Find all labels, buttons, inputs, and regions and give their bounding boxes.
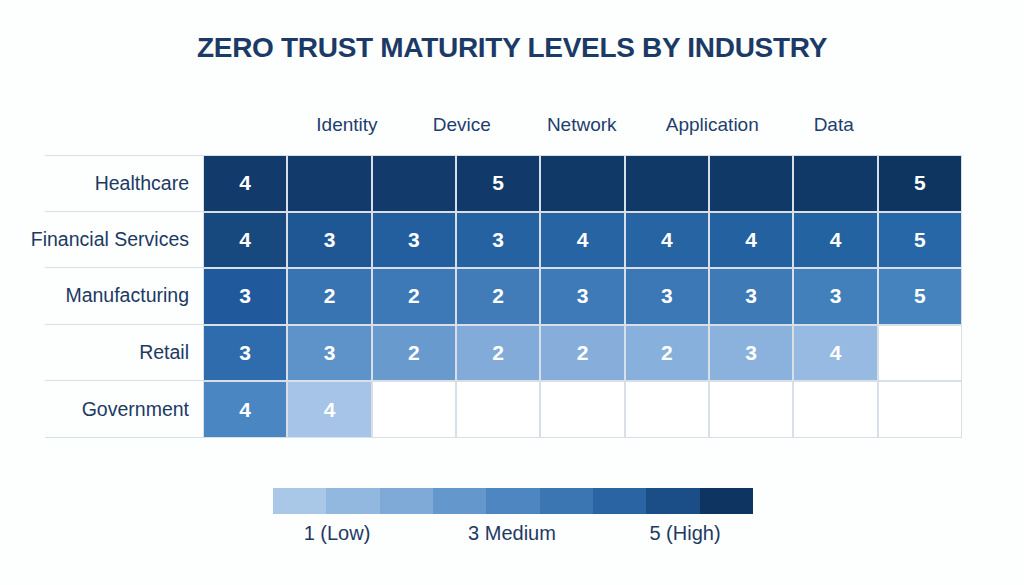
heatmap-cell: 4 [793,212,877,269]
row-labels: Healthcare Financial Services Manufactur… [45,155,203,438]
heatmap-cell: 3 [372,212,456,269]
column-header-network: Network [547,114,617,136]
heatmap-cell: 3 [287,325,371,382]
heatmap-cell: 4 [540,212,624,269]
heatmap-cell: 2 [456,268,540,325]
heatmap-cell: 5 [456,155,540,212]
heatmap-cell: 4 [793,325,877,382]
heatmap-cell: 4 [203,212,287,269]
heatmap-cell: 2 [372,325,456,382]
heatmap-cell [540,381,624,438]
heatmap-cell [793,155,877,212]
column-header-identity: Identity [316,114,377,136]
heatmap-cell: 4 [287,381,371,438]
legend-gradient-segment [326,488,379,514]
heatmap-cell [287,155,371,212]
heatmap-cell [372,381,456,438]
row-label-healthcare: Healthcare [45,155,203,212]
heatmap-cell: 4 [709,212,793,269]
heatmap-cell: 3 [625,268,709,325]
column-header-data: Data [814,114,854,136]
legend-label-low: 1 (Low) [304,522,371,545]
heatmap-cell: 2 [540,325,624,382]
heatmap-cell [456,381,540,438]
heatmap-cell [625,381,709,438]
heatmap-cell [878,325,962,382]
heatmap-cell [709,155,793,212]
heatmap-cell [625,155,709,212]
heatmap-cell: 4 [203,155,287,212]
heatmap-cell: 3 [540,268,624,325]
column-headers: Identity Device Network Application Data [203,114,962,146]
legend-label-high: 5 (High) [649,522,720,545]
heatmap-cell [878,381,962,438]
heatmap-cell: 3 [203,325,287,382]
legend-gradient-segment [273,488,326,514]
heatmap-cell: 5 [878,155,962,212]
row-label-retail: Retail [45,325,203,382]
legend-gradient-segment [380,488,433,514]
heatmap-cell: 4 [203,381,287,438]
column-header-device: Device [433,114,491,136]
heatmap-cell: 3 [709,325,793,382]
column-header-application: Application [666,114,759,136]
heatmap-cell [372,155,456,212]
legend-gradient-segment [646,488,699,514]
heatmap-cell: 2 [372,268,456,325]
heatmap-cell: 3 [203,268,287,325]
legend-gradient-segment [593,488,646,514]
heatmap-cell: 5 [878,268,962,325]
row-label-manufacturing: Manufacturing [45,268,203,325]
heatmap-cell: 2 [287,268,371,325]
legend-gradient-segment [486,488,539,514]
heatmap-cell: 3 [793,268,877,325]
legend-gradient-segment [700,488,753,514]
heatmap-cell: 3 [709,268,793,325]
heatmap-cell: 3 [456,212,540,269]
heatmap-cell: 3 [287,212,371,269]
row-label-government: Government [45,381,203,438]
heatmap-grid: 4 5 5 4 3 3 3 4 4 4 4 5 3 2 2 2 3 3 3 3 … [203,155,962,438]
legend-gradient-segment [433,488,486,514]
legend-gradient-bar [273,488,753,514]
heatmap-cell [793,381,877,438]
heatmap-cell: 4 [625,212,709,269]
heatmap-cell: 2 [625,325,709,382]
heatmap-cell: 2 [456,325,540,382]
page-title: ZERO TRUST MATURITY LEVELS BY INDUSTRY [0,32,1024,64]
heatmap-figure: ZERO TRUST MATURITY LEVELS BY INDUSTRY I… [0,0,1024,585]
heatmap-cell [540,155,624,212]
legend-gradient-segment [540,488,593,514]
row-label-financial-services: Financial Services [45,212,203,269]
heatmap-cell: 5 [878,212,962,269]
heatmap-cell [709,381,793,438]
legend-label-medium: 3 Medium [468,522,556,545]
